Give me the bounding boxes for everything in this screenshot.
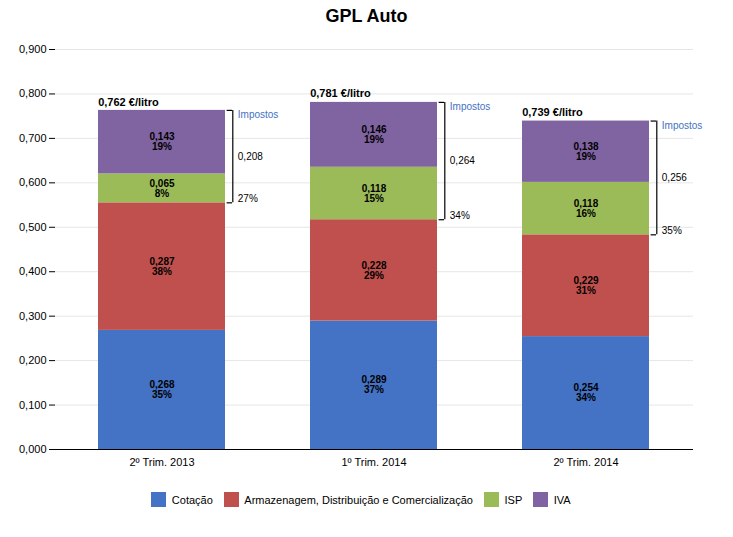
svg-text:0,256: 0,256: [662, 172, 687, 183]
svg-text:0,14619%: 0,14619%: [361, 124, 386, 145]
svg-text:0,28937%: 0,28937%: [361, 374, 386, 395]
html-text:ISP: ISP: [504, 493, 523, 506]
svg-text:0,000: 0,000: [19, 443, 47, 455]
svg-text:0,400: 0,400: [19, 265, 47, 277]
svg-text:Impostos: Impostos: [238, 109, 279, 120]
html-text:IVA: IVA: [553, 493, 571, 506]
svg-text:0,0658%: 0,0658%: [149, 178, 174, 199]
svg-text:0,600: 0,600: [19, 176, 47, 188]
html-text:Armazenagem, Distribuição e Co: Armazenagem, Distribuição e Comercializa…: [244, 493, 473, 506]
svg-text:0,200: 0,200: [19, 354, 47, 366]
svg-text:0,25434%: 0,25434%: [573, 382, 598, 403]
svg-text:0,208: 0,208: [238, 151, 263, 162]
svg-text:34%: 34%: [450, 210, 470, 221]
svg-text:0,11816%: 0,11816%: [574, 198, 599, 219]
svg-text:2º Trim. 2013: 2º Trim. 2013: [129, 456, 194, 468]
svg-text:1º Trim. 2014: 1º Trim. 2014: [341, 456, 406, 468]
svg-text:0,500: 0,500: [19, 221, 47, 233]
svg-text:35%: 35%: [662, 225, 682, 236]
html-text:GPL Auto: GPL Auto: [325, 6, 408, 26]
svg-text:Impostos: Impostos: [450, 101, 491, 112]
svg-text:0,100: 0,100: [19, 399, 47, 411]
svg-text:2º Trim. 2014: 2º Trim. 2014: [553, 456, 618, 468]
svg-text:0,762 €/litro: 0,762 €/litro: [98, 96, 159, 108]
svg-text:0,700: 0,700: [19, 132, 47, 144]
svg-text:0,800: 0,800: [19, 87, 47, 99]
svg-text:0,739 €/litro: 0,739 €/litro: [522, 106, 583, 118]
svg-text:Impostos: Impostos: [662, 120, 703, 131]
svg-text:0,900: 0,900: [19, 43, 47, 55]
svg-text:0,26835%: 0,26835%: [149, 379, 174, 400]
svg-text:0,13819%: 0,13819%: [573, 141, 598, 162]
svg-text:0,28738%: 0,28738%: [149, 256, 174, 277]
svg-text:0,781 €/litro: 0,781 €/litro: [310, 87, 371, 99]
svg-text:0,22931%: 0,22931%: [573, 275, 598, 296]
svg-text:27%: 27%: [238, 193, 258, 204]
svg-text:0,264: 0,264: [450, 155, 475, 166]
svg-text:0,300: 0,300: [19, 310, 47, 322]
html-text:Cotação: Cotação: [171, 493, 213, 506]
svg-text:0,14319%: 0,14319%: [149, 131, 174, 152]
svg-text:0,11815%: 0,11815%: [362, 183, 387, 204]
svg-text:0,22829%: 0,22829%: [361, 260, 386, 281]
